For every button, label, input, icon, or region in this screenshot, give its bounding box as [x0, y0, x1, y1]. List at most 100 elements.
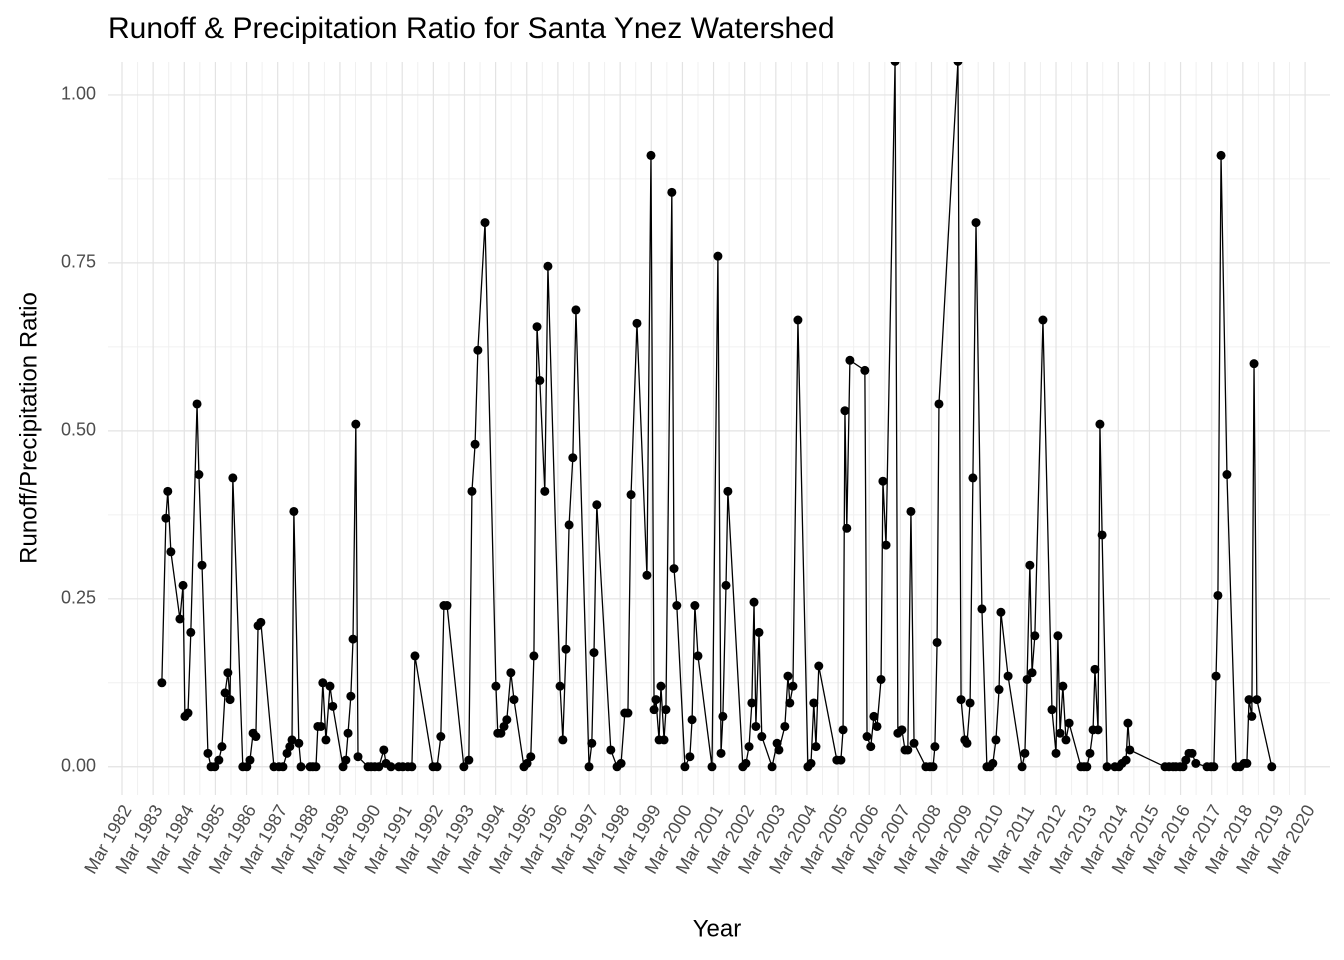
data-point	[587, 738, 597, 748]
data-point	[1102, 762, 1112, 772]
data-point	[192, 399, 202, 409]
data-point	[316, 721, 326, 731]
data-point	[183, 708, 193, 718]
data-point	[1025, 560, 1035, 570]
data-point	[459, 762, 469, 772]
data-point	[953, 62, 963, 66]
data-point	[956, 695, 966, 705]
data-point	[860, 365, 870, 375]
y-axis-title: Runoff/Precipitation Ratio	[15, 292, 42, 564]
data-point	[716, 748, 726, 758]
data-point	[214, 755, 224, 765]
data-point	[223, 668, 233, 678]
data-point	[811, 742, 821, 752]
data-point	[1061, 735, 1071, 745]
data-point	[994, 685, 1004, 695]
data-point	[584, 762, 594, 772]
data-point	[1121, 755, 1131, 765]
data-point	[568, 453, 578, 463]
data-point	[407, 762, 417, 772]
data-point	[1097, 530, 1107, 540]
data-point	[1178, 762, 1188, 772]
data-point	[814, 661, 824, 671]
chart-title: Runoff & Precipitation Ratio for Santa Y…	[108, 12, 835, 45]
data-point	[251, 732, 261, 742]
data-point	[328, 701, 338, 711]
data-point	[296, 762, 306, 772]
data-point	[353, 752, 363, 762]
data-point	[186, 627, 196, 637]
data-point	[806, 758, 816, 768]
data-point	[571, 305, 581, 315]
data-point	[318, 678, 328, 688]
y-tick-label: 0.50	[61, 420, 96, 440]
data-point	[1125, 745, 1135, 755]
data-point	[741, 758, 751, 768]
data-point	[632, 318, 642, 328]
data-point	[321, 735, 331, 745]
data-point	[535, 375, 545, 385]
data-point	[1047, 705, 1057, 715]
data-point	[783, 671, 793, 681]
data-point	[338, 762, 348, 772]
data-point	[532, 322, 542, 332]
data-point	[217, 742, 227, 752]
data-point	[906, 506, 916, 516]
data-point	[543, 261, 553, 271]
data-point	[707, 762, 717, 772]
data-point	[225, 695, 235, 705]
data-point	[1187, 748, 1197, 758]
data-point	[346, 691, 356, 701]
data-point	[971, 218, 981, 228]
data-point	[1082, 762, 1092, 772]
data-point	[903, 745, 913, 755]
data-point	[470, 439, 480, 449]
data-point	[690, 601, 700, 611]
data-point	[965, 698, 975, 708]
data-point	[374, 762, 384, 772]
data-point	[669, 564, 679, 574]
data-point	[564, 520, 574, 530]
y-tick-label: 0.25	[61, 588, 96, 608]
data-point	[890, 62, 900, 66]
data-point	[558, 735, 568, 745]
data-point	[642, 570, 652, 580]
data-point	[436, 732, 446, 742]
data-point	[1252, 695, 1262, 705]
data-point	[754, 627, 764, 637]
data-point	[1267, 762, 1277, 772]
data-point	[1247, 711, 1257, 721]
data-point	[1022, 674, 1032, 684]
data-point	[1209, 762, 1219, 772]
data-point	[991, 735, 1001, 745]
data-point	[934, 399, 944, 409]
data-point	[502, 715, 512, 725]
data-point	[1222, 470, 1232, 480]
data-point	[175, 614, 185, 624]
data-point	[1095, 419, 1105, 429]
data-point	[788, 681, 798, 691]
data-point	[988, 758, 998, 768]
data-point	[256, 617, 266, 627]
data-point	[1244, 695, 1254, 705]
data-point	[845, 355, 855, 365]
data-point	[723, 486, 733, 496]
data-point	[977, 604, 987, 614]
data-point	[651, 695, 661, 705]
data-point	[1064, 718, 1074, 728]
data-point	[932, 637, 942, 647]
data-point	[646, 150, 656, 160]
data-point	[866, 742, 876, 752]
data-point	[555, 681, 565, 691]
data-point	[661, 705, 671, 715]
data-point	[203, 748, 213, 758]
data-point	[878, 476, 888, 486]
data-point	[897, 725, 907, 735]
series-line	[161, 62, 1273, 770]
data-point	[672, 601, 682, 611]
data-point	[325, 681, 335, 691]
grid	[108, 62, 1330, 795]
data-point	[379, 745, 389, 755]
data-point	[410, 651, 420, 661]
